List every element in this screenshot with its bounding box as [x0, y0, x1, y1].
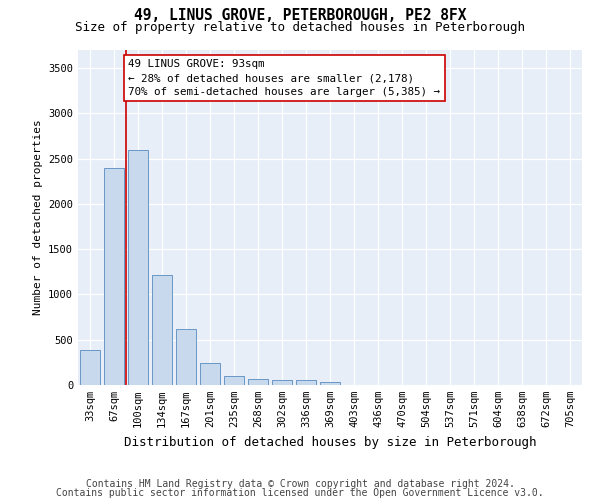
Text: Contains public sector information licensed under the Open Government Licence v3: Contains public sector information licen…	[56, 488, 544, 498]
X-axis label: Distribution of detached houses by size in Peterborough: Distribution of detached houses by size …	[124, 436, 536, 448]
Bar	[80, 350, 100, 385]
Bar	[224, 376, 244, 385]
Bar	[272, 380, 292, 385]
Bar	[320, 382, 340, 385]
Bar	[176, 329, 196, 385]
Text: 49, LINUS GROVE, PETERBOROUGH, PE2 8FX: 49, LINUS GROVE, PETERBOROUGH, PE2 8FX	[134, 8, 466, 22]
Text: 49 LINUS GROVE: 93sqm
← 28% of detached houses are smaller (2,178)
70% of semi-d: 49 LINUS GROVE: 93sqm ← 28% of detached …	[128, 59, 440, 97]
Text: Contains HM Land Registry data © Crown copyright and database right 2024.: Contains HM Land Registry data © Crown c…	[86, 479, 514, 489]
Bar	[296, 380, 316, 385]
Bar	[200, 364, 220, 385]
Bar	[152, 274, 172, 385]
Bar	[104, 168, 124, 385]
Bar	[128, 150, 148, 385]
Text: Size of property relative to detached houses in Peterborough: Size of property relative to detached ho…	[75, 21, 525, 34]
Bar	[248, 379, 268, 385]
Y-axis label: Number of detached properties: Number of detached properties	[32, 120, 43, 316]
